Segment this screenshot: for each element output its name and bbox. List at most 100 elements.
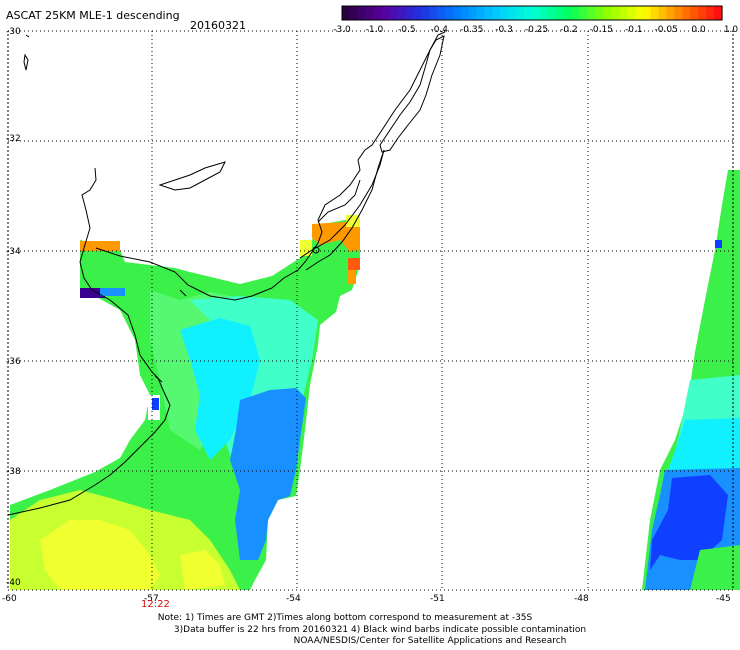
swath-orange-ne2: [348, 270, 356, 284]
colorbar-swatch: [627, 6, 636, 20]
colorbar-label: -3.0: [333, 25, 351, 35]
colorbar-label: -0.2: [560, 25, 578, 35]
lat-label-36: -36: [6, 357, 21, 367]
colorbar-swatch: [603, 6, 612, 20]
colorbar-label: -1.0: [365, 25, 384, 35]
note-line-2: 3)Data buffer is 22 hrs from 20160321 4)…: [173, 625, 587, 635]
colorbar-swatch: [524, 6, 533, 20]
map-title: ASCAT 25KM MLE-1 descending: [6, 9, 180, 22]
colorbar-swatch: [579, 6, 589, 20]
colorbar-swatch: [611, 6, 620, 20]
colorbar-swatch: [492, 6, 501, 20]
lat-label-38: -38: [6, 467, 21, 477]
colorbar-swatch: [698, 6, 707, 20]
colorbar-swatch: [389, 6, 399, 20]
colorbar-swatch: [349, 6, 359, 20]
swath-blue-strip: [100, 288, 125, 296]
colorbar-swatch: [674, 6, 684, 20]
map-frame: [7, 30, 734, 591]
swath-blue: [230, 388, 306, 560]
colorbar-swatch: [484, 6, 494, 20]
lon-label-48: -48: [574, 594, 589, 604]
coastline: [7, 31, 446, 516]
swath-east-deep-blue: [650, 475, 728, 570]
swath-yellow: [40, 520, 160, 590]
colorbar-swatch: [444, 6, 454, 20]
swath-east-green-lower: [690, 545, 740, 590]
colorbar-label: 1.0: [723, 25, 739, 35]
colorbar-frame: [341, 5, 723, 21]
colorbar-swatch: [342, 6, 351, 20]
colorbar-swatch: [666, 6, 676, 20]
colorbar-swatch: [634, 6, 644, 20]
swath-yellow-ne: [346, 215, 360, 227]
colorbar-swatch: [413, 6, 422, 20]
colorbar-label: 0.0: [691, 25, 706, 35]
lon-label-60: -60: [2, 594, 17, 604]
colorbar-swatch: [682, 6, 691, 20]
colorbar-label: -0.4: [430, 25, 449, 35]
colorbar-swatch: [381, 6, 391, 20]
colorbar-label: -0.1: [624, 25, 643, 35]
colorbar-swatch: [619, 6, 628, 20]
colorbar-swatch: [500, 6, 509, 20]
swath-cyan: [180, 318, 260, 460]
colorbar-swatch: [357, 6, 367, 20]
colorbar: [341, 5, 723, 21]
swath-yellow-2: [180, 550, 225, 590]
orbit-time-label: 12:22: [141, 599, 170, 610]
swath-purple-patch: [80, 288, 105, 298]
colorbar-swatch: [571, 6, 581, 20]
colorbar-label: -0.35: [460, 25, 484, 35]
colorbar-swatch: [405, 6, 414, 20]
colorbar-swatch: [595, 6, 604, 20]
swath-east-blue-cell: [715, 240, 722, 248]
colorbar-swatch: [437, 6, 446, 20]
colorbar-labels: -3.0 -1.0 -0.5 -0.4 -0.35 -0.3 -0.25 -0.2 -0.15 -…: [330, 25, 739, 37]
swath-red-ne: [348, 258, 360, 270]
note-line-1: Note: 1) Times are GMT 2)Times along bot…: [157, 613, 533, 623]
colorbar-swatch: [658, 6, 668, 20]
colorbar-swatch: [547, 6, 557, 20]
map-date: 20160321: [190, 19, 246, 32]
colorbar-swatch: [468, 6, 478, 20]
colorbar-swatch: [421, 6, 430, 20]
colorbar-swatch: [460, 6, 470, 20]
lon-label-51: -51: [430, 594, 445, 604]
data-swath-west: [10, 215, 360, 590]
lat-label-34: -34: [6, 247, 21, 257]
lon-label-45: -45: [716, 594, 731, 604]
lat-label-40: -40: [6, 578, 21, 588]
data-swath-east: [642, 170, 740, 590]
colorbar-label: -0.15: [589, 25, 613, 35]
colorbar-swatch: [365, 6, 375, 20]
colorbar-swatch: [476, 6, 486, 20]
colorbar-label: -0.5: [398, 25, 416, 35]
colorbar-label: -0.25: [524, 25, 549, 35]
colorbar-swatch: [642, 6, 652, 20]
colorbar-swatch: [563, 6, 573, 20]
colorbar-swatch: [429, 6, 438, 20]
colorbar-swatch: [397, 6, 406, 20]
colorbar-swatch: [516, 6, 525, 20]
lat-label-30: -30: [6, 27, 21, 37]
swath-east-cyan: [668, 418, 740, 470]
colorbar-swatch: [587, 6, 596, 20]
lon-label-54: -54: [286, 594, 301, 604]
swath-deep-blue-cell: [152, 398, 159, 410]
colorbar-swatch: [555, 6, 565, 20]
colorbar-swatch: [539, 6, 549, 20]
colorbar-swatch: [706, 6, 715, 20]
swath-orange-patch: [80, 241, 120, 251]
colorbar-swatch: [714, 6, 723, 20]
colorbar-swatch: [690, 6, 699, 20]
colorbar-swatch: [650, 6, 660, 20]
colorbar-swatch: [452, 6, 462, 20]
colorbar-label: -0.3: [495, 25, 513, 35]
lon-label-57: -57: [144, 594, 159, 604]
colorbar-swatch: [373, 6, 383, 20]
swath-orange-ne: [312, 220, 360, 252]
colorbar-swatch: [508, 6, 517, 20]
colorbar-swatch: [532, 6, 541, 20]
